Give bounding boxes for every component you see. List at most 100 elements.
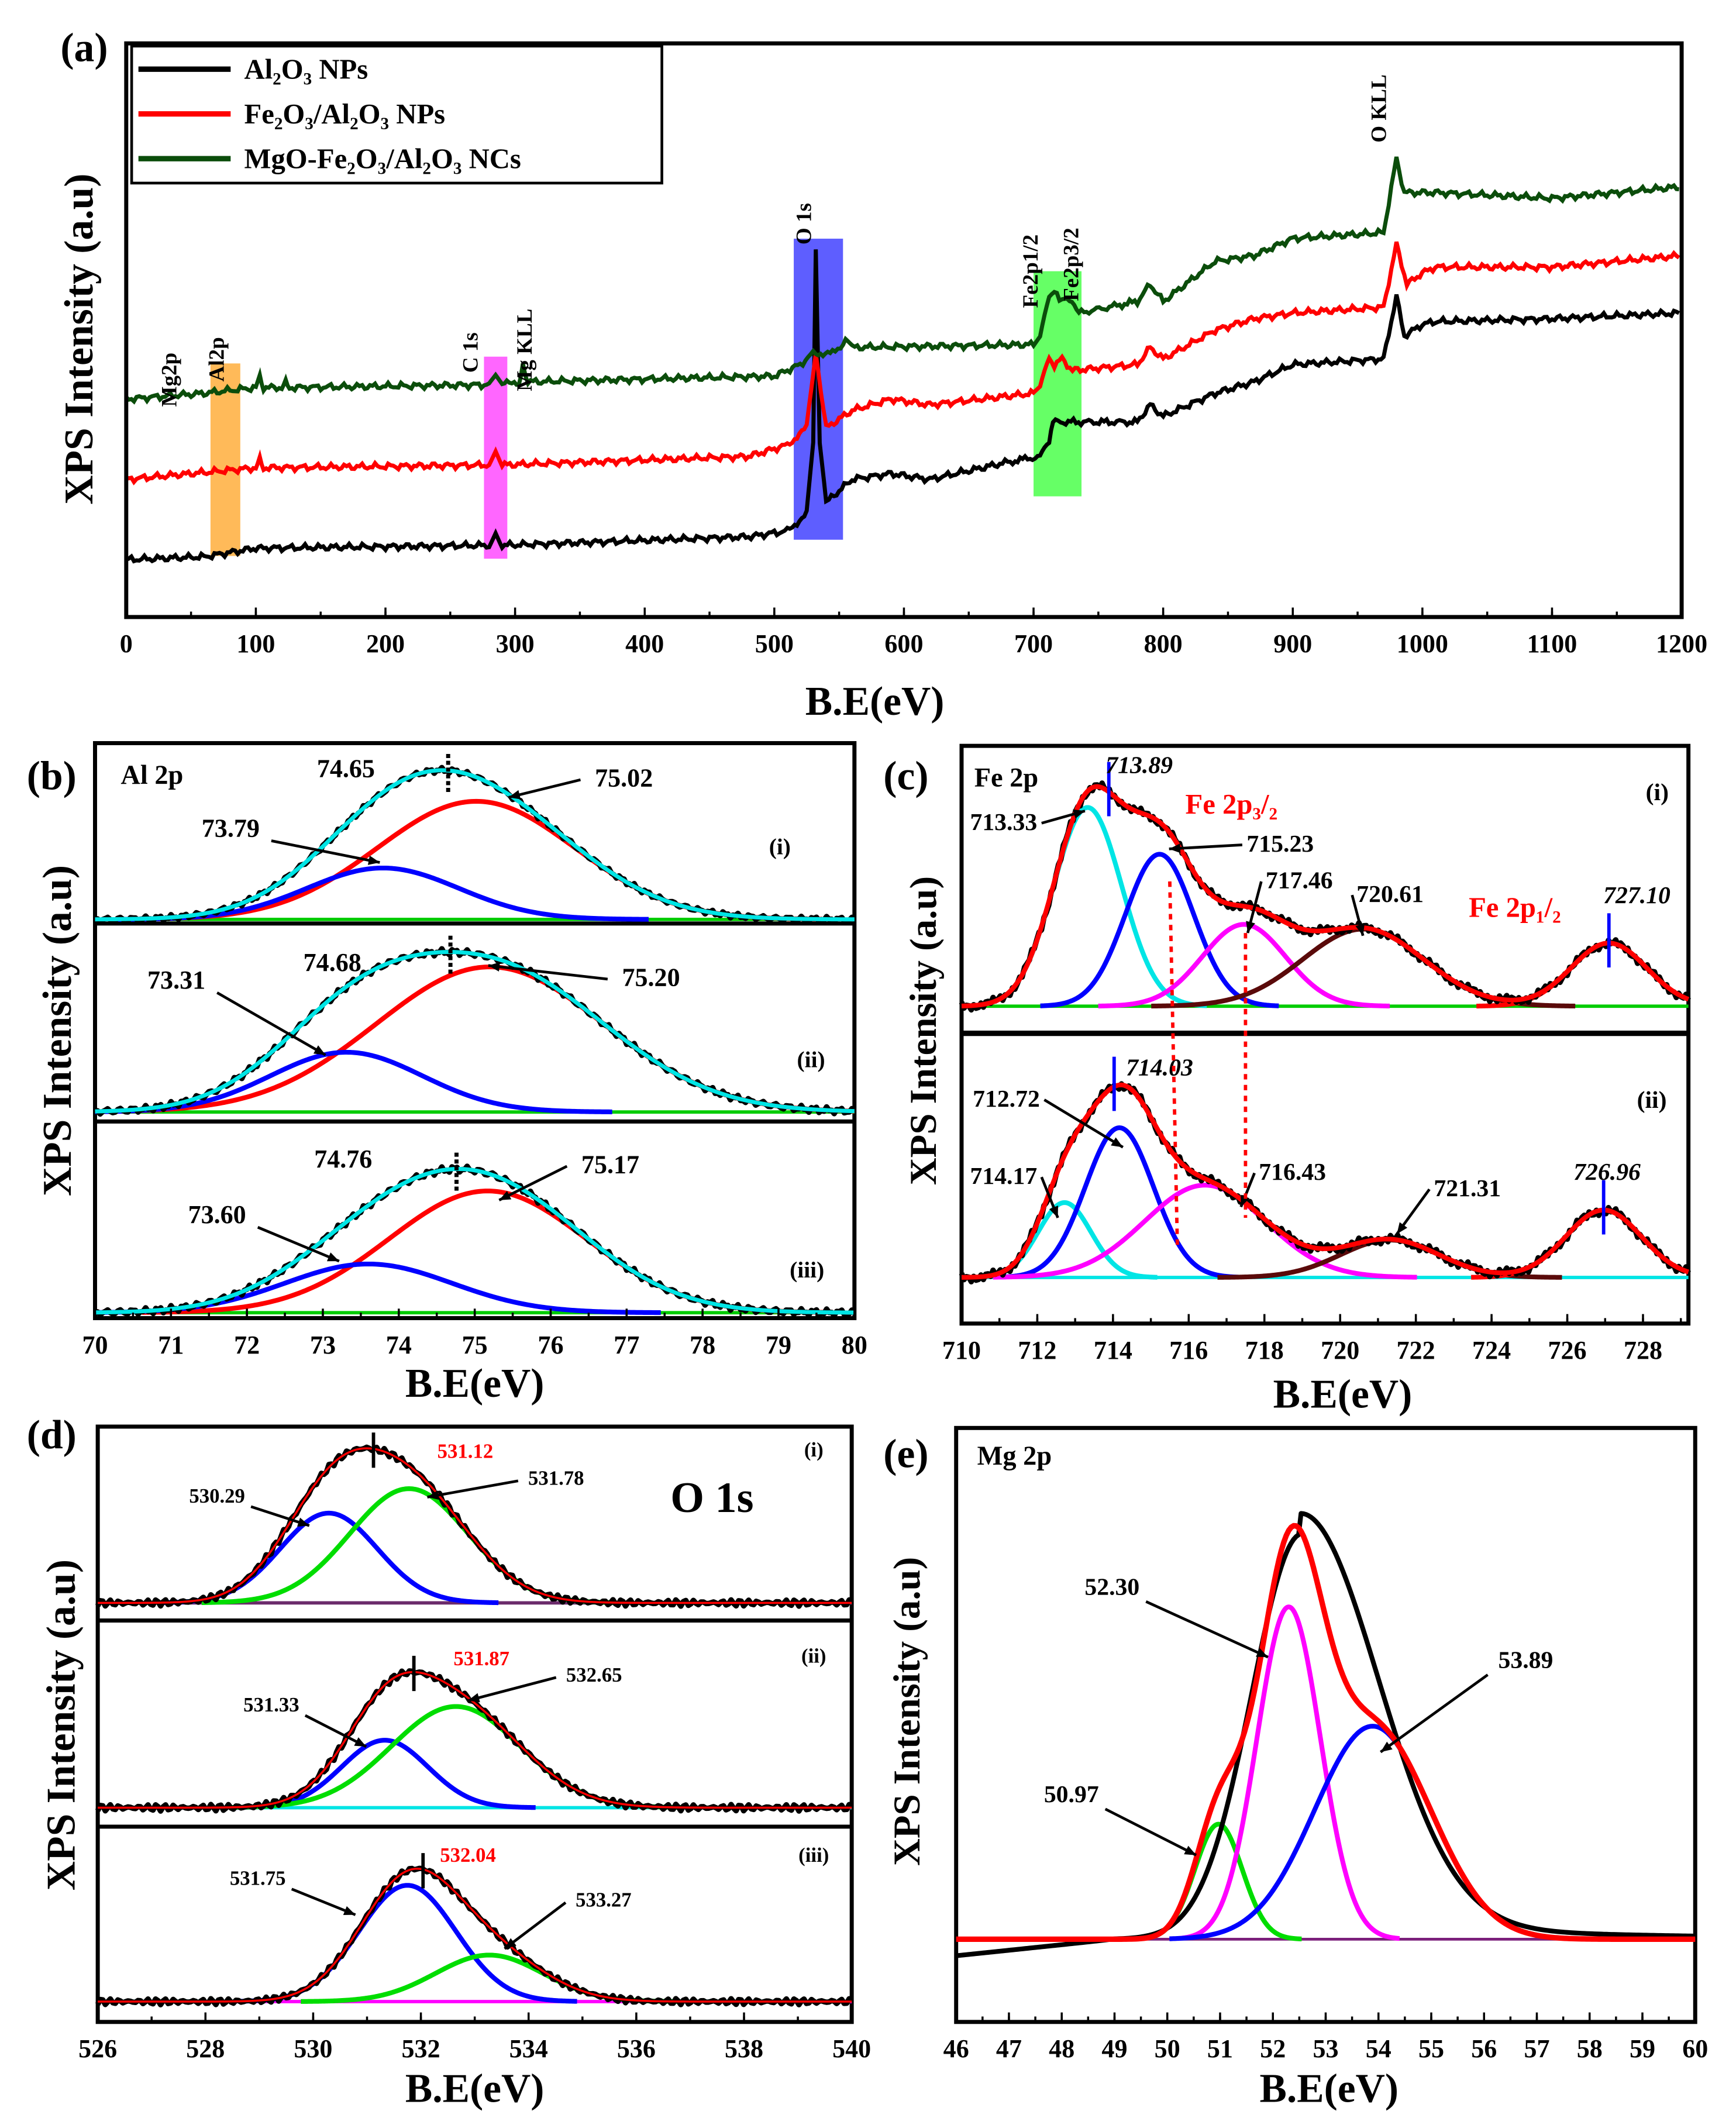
x-tick-label: 726 <box>1548 1336 1587 1365</box>
peak-arrow-head <box>297 1517 309 1527</box>
peak-arrow-head <box>1241 1194 1250 1207</box>
x-axis-label: B.E(eV) <box>1273 1372 1413 1417</box>
x-tick-label: 78 <box>690 1331 715 1359</box>
panel-label: (d) <box>27 1413 77 1458</box>
x-tick-label: 722 <box>1397 1336 1435 1365</box>
x-tick-label: 59 <box>1630 2034 1655 2063</box>
peak-arrow-head <box>499 1190 512 1200</box>
peak-value-label: 75.20 <box>622 963 680 992</box>
peak-value-label: 714.03 <box>1126 1055 1193 1082</box>
peak-arrow-head <box>1355 924 1365 936</box>
peak-arrow-head <box>1073 809 1085 819</box>
y-axis-label: XPS Intensity (a.u) <box>35 865 80 1196</box>
x-tick-label: 80 <box>842 1331 867 1359</box>
peak-value-label: 73.31 <box>147 966 205 994</box>
x-tick-label: 0 <box>120 629 133 658</box>
peak-value-label: 74.65 <box>317 754 375 783</box>
x-axis-label: B.E(eV) <box>405 1361 545 1406</box>
peak-value-label: 50.97 <box>1044 1781 1099 1808</box>
x-tick-label: 70 <box>82 1331 108 1359</box>
peak-label: O KLL <box>1368 74 1391 142</box>
x-tick-label: 700 <box>1014 629 1053 658</box>
peak-arrow-head <box>508 790 521 800</box>
peak-label: O 1s <box>793 203 817 244</box>
x-tick-label: 534 <box>509 2034 548 2063</box>
y-axis-label: XPS Intensity (a.u) <box>886 1557 928 1866</box>
x-tick-label: 1100 <box>1527 629 1577 658</box>
x-tick-label: 1000 <box>1397 629 1448 658</box>
envelope-fit-line <box>98 1447 852 1604</box>
peak-arrow <box>1169 843 1243 850</box>
legend-entry: MgO-Fe₂O₃/Al₂O₃ NCs <box>244 143 521 174</box>
x-tick-label: 71 <box>158 1331 184 1359</box>
x-tick-label: 200 <box>366 629 405 658</box>
component-peak <box>1097 922 1391 1009</box>
peak-value-label: 713.89 <box>1105 752 1173 779</box>
envelope-fit-line <box>956 1523 1696 1943</box>
peak-label: Fe2p3/2 <box>1059 228 1083 301</box>
peak-arrow-head <box>1246 921 1255 934</box>
peak-arrow-head <box>367 855 380 865</box>
x-tick-label: 720 <box>1321 1336 1359 1365</box>
x-tick-label: 75 <box>462 1331 488 1359</box>
peak-value-label: 74.76 <box>314 1145 372 1173</box>
highlight-band <box>484 356 508 559</box>
x-tick-label: 600 <box>884 629 923 658</box>
component-peak <box>998 1125 1241 1280</box>
peak-value-label: 726.96 <box>1573 1159 1641 1186</box>
panel-label: (e) <box>883 1432 928 1477</box>
x-tick-label: 54 <box>1366 2034 1391 2063</box>
subpanel-label: (iii) <box>790 1257 824 1283</box>
raw-data-line <box>94 946 856 1117</box>
peak-arrow-head <box>1380 1741 1393 1752</box>
peak-arrow <box>304 1714 367 1748</box>
panel-label: (c) <box>883 753 928 798</box>
peak-value-label: 75.02 <box>595 764 653 793</box>
peak-value-label: 717.46 <box>1266 867 1333 894</box>
x-tick-label: 74 <box>386 1331 412 1359</box>
peak-label: Mg KLL <box>513 309 537 391</box>
component-peak <box>1176 1604 1401 1941</box>
x-tick-label: 712 <box>1018 1336 1056 1365</box>
peak-arrow-head <box>1397 1222 1408 1234</box>
subpanel-label: (ii) <box>801 1644 826 1667</box>
x-tick-label: 48 <box>1049 2034 1074 2063</box>
peak-arrow <box>271 839 380 864</box>
legend-entry: Fe₂O₃/Al₂O₃ NPs <box>244 98 446 130</box>
x-tick-label: 724 <box>1472 1336 1511 1365</box>
x-tick-label: 532 <box>402 2034 440 2063</box>
panel-title: O 1s <box>670 1474 753 1522</box>
peak-arrow-head <box>427 1490 439 1500</box>
x-tick-label: 530 <box>294 2034 332 2063</box>
survey-series-line <box>125 241 1680 485</box>
peak-arrow-head <box>326 1252 339 1262</box>
x-axis-label: B.E(eV) <box>405 2067 545 2112</box>
x-tick-label: 800 <box>1144 629 1183 658</box>
x-tick-label: 52 <box>1260 2034 1286 2063</box>
peak-arrow <box>467 1676 557 1702</box>
legend-entry: Al₂O₃ NPs <box>244 53 368 85</box>
x-tick-label: 51 <box>1207 2034 1233 2063</box>
x-tick-label: 50 <box>1155 2034 1180 2063</box>
x-tick-label: 58 <box>1577 2034 1603 2063</box>
peak-value-label: 712.72 <box>973 1086 1040 1113</box>
component-peak <box>992 1183 1418 1280</box>
envelope-fit-line <box>98 1671 852 1809</box>
raw-data-line <box>959 780 1691 1013</box>
x-tick-label: 76 <box>538 1331 563 1359</box>
peak-arrow <box>1043 1098 1124 1149</box>
peak-value-label: 716.43 <box>1259 1159 1326 1186</box>
peak-arrow-head <box>354 1737 367 1747</box>
x-tick-label: 55 <box>1418 2034 1444 2063</box>
peak-value-label: 53.89 <box>1499 1647 1554 1674</box>
component-peak <box>201 1486 618 1606</box>
peak-arrow <box>291 1888 356 1916</box>
envelope-fit-line <box>95 950 855 1114</box>
raw-data-line <box>956 1511 1696 1958</box>
peak-arrow <box>508 778 581 799</box>
x-tick-label: 73 <box>310 1331 336 1359</box>
component-peak <box>236 1883 578 2004</box>
peak-arrow <box>216 991 326 1056</box>
peak-label: C 1s <box>459 332 483 373</box>
peak-value-label: 531.78 <box>528 1467 584 1490</box>
